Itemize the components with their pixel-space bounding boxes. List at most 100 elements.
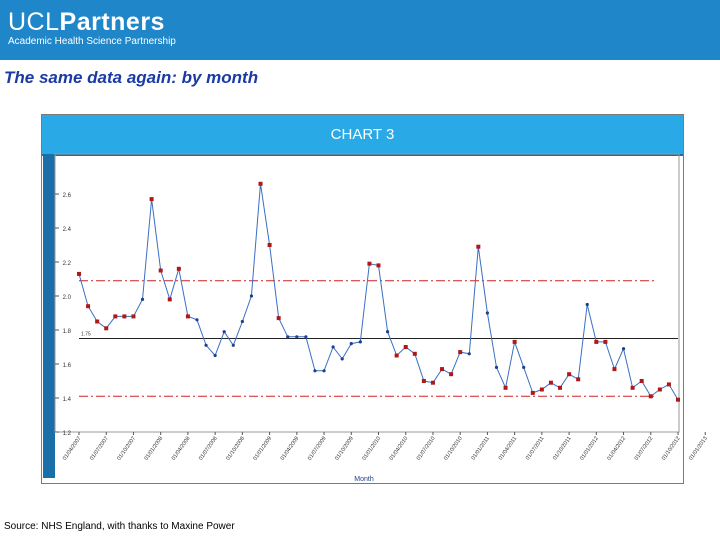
- data-point-highlighted: [367, 261, 372, 266]
- data-point: [313, 369, 317, 373]
- data-point-highlighted: [158, 268, 163, 273]
- data-point: [249, 294, 254, 298]
- logo-wordmark: UCLPartners: [8, 10, 176, 35]
- data-point-highlighted: [394, 353, 399, 358]
- data-point: [358, 340, 362, 344]
- data-point-highlighted: [403, 345, 408, 349]
- data-point-highlighted: [95, 319, 100, 324]
- data-point: [585, 302, 589, 307]
- x-axis-title: Month: [354, 476, 374, 483]
- data-point-highlighted: [657, 387, 662, 392]
- data-point-highlighted: [676, 397, 680, 402]
- source-note: Source: NHS England, with thanks to Maxi…: [4, 521, 235, 532]
- data-point-highlighted: [113, 314, 118, 319]
- data-point-highlighted: [548, 380, 553, 385]
- data-point-highlighted: [440, 367, 445, 372]
- data-point-highlighted: [131, 314, 136, 319]
- x-tick-label: 01/01/2008: [144, 436, 165, 462]
- data-point: [331, 345, 335, 349]
- x-tick-label: 01/10/2010: [443, 436, 464, 462]
- x-tick-label: 01/04/2010: [389, 436, 410, 462]
- data-point-highlighted: [603, 339, 608, 344]
- data-point-highlighted: [648, 394, 653, 399]
- page-title: The same data again: by month: [4, 68, 259, 87]
- data-point: [231, 343, 235, 347]
- y-tick-label: 1.4: [63, 397, 72, 403]
- data-point: [213, 353, 217, 358]
- data-point-highlighted: [476, 244, 481, 249]
- data-point-highlighted: [512, 339, 517, 344]
- x-tick-label: 01/01/2009: [253, 436, 274, 462]
- data-point-highlighted: [122, 314, 127, 319]
- data-point: [286, 335, 290, 339]
- data-point-highlighted: [167, 297, 172, 302]
- x-tick-label: 01/07/2007: [89, 436, 110, 462]
- chart-sidebar-strip: [43, 156, 55, 478]
- data-point-highlighted: [412, 351, 417, 356]
- x-tick-label: 01/10/2007: [116, 436, 137, 462]
- x-tick-label: 01/04/2007: [62, 436, 83, 462]
- y-tick-label: 2.6: [63, 193, 72, 199]
- x-tick-label: 01/04/2009: [280, 436, 301, 462]
- data-point-highlighted: [630, 385, 635, 390]
- data-point: [304, 335, 308, 339]
- data-point-highlighted: [86, 304, 91, 309]
- data-point-highlighted: [530, 390, 535, 395]
- data-point-highlighted: [430, 380, 435, 385]
- x-tick-label: 01/04/2011: [498, 436, 518, 462]
- y-tick-label: 1.6: [63, 363, 72, 369]
- x-tick-label: 01/01/2011: [471, 436, 491, 462]
- data-point-highlighted: [421, 379, 426, 383]
- center-line-label: 1.75: [81, 332, 91, 338]
- x-tick-label: 01/04/2012: [606, 436, 627, 462]
- data-point: [222, 330, 226, 334]
- data-point: [485, 311, 490, 315]
- header-bar: UCLPartners Academic Health Science Part…: [0, 0, 720, 60]
- data-point-highlighted: [77, 271, 81, 276]
- data-point-highlighted: [149, 197, 154, 202]
- data-point-highlighted: [666, 382, 671, 387]
- data-point-highlighted: [449, 372, 454, 377]
- data-point: [621, 347, 626, 351]
- data-point: [140, 297, 145, 301]
- x-tick-label: 01/07/2011: [525, 436, 545, 462]
- data-point: [322, 369, 326, 373]
- x-tick-label: 01/01/2010: [361, 436, 382, 462]
- data-point-highlighted: [176, 266, 181, 271]
- chart-frame: CHART 3: [41, 114, 684, 484]
- x-tick-label: 01/01/2013: [688, 436, 709, 462]
- data-point: [240, 319, 244, 324]
- chart-banner: CHART 3: [42, 115, 683, 156]
- series-line: [78, 183, 679, 400]
- data-point-highlighted: [558, 385, 563, 390]
- ucl-partners-logo: UCLPartners Academic Health Science Part…: [8, 10, 176, 48]
- x-tick-label: 01/04/2008: [171, 436, 192, 462]
- logo-wordmark-suffix: Partners: [59, 8, 165, 36]
- y-tick-label: 2.4: [63, 227, 72, 233]
- data-point: [340, 357, 344, 361]
- x-tick-label: 01/01/2012: [579, 436, 600, 462]
- y-tick-label: 2.0: [63, 295, 72, 301]
- data-point-highlighted: [612, 367, 617, 372]
- data-point-highlighted: [376, 263, 381, 268]
- data-point-highlighted: [258, 181, 263, 186]
- data-point: [295, 335, 299, 339]
- x-tick-label: 01/10/2008: [225, 436, 246, 462]
- logo-wordmark-prefix: UCL: [8, 8, 60, 36]
- data-point-highlighted: [567, 372, 572, 377]
- x-tick-label: 01/10/2012: [661, 436, 682, 462]
- data-point: [349, 342, 353, 346]
- y-tick-label: 1.2: [63, 431, 72, 437]
- data-point-highlighted: [576, 377, 581, 382]
- data-point: [494, 365, 499, 369]
- data-point-highlighted: [503, 385, 508, 390]
- data-point-highlighted: [185, 314, 190, 319]
- data-point: [204, 343, 208, 347]
- x-tick-label: 01/07/2010: [416, 436, 437, 462]
- logo-tagline: Academic Health Science Partnership: [8, 36, 176, 47]
- y-tick-label: 1.8: [63, 329, 72, 335]
- data-point-highlighted: [104, 326, 109, 331]
- y-tick-label: 2.2: [63, 261, 72, 267]
- x-tick-label: 01/07/2008: [198, 436, 219, 462]
